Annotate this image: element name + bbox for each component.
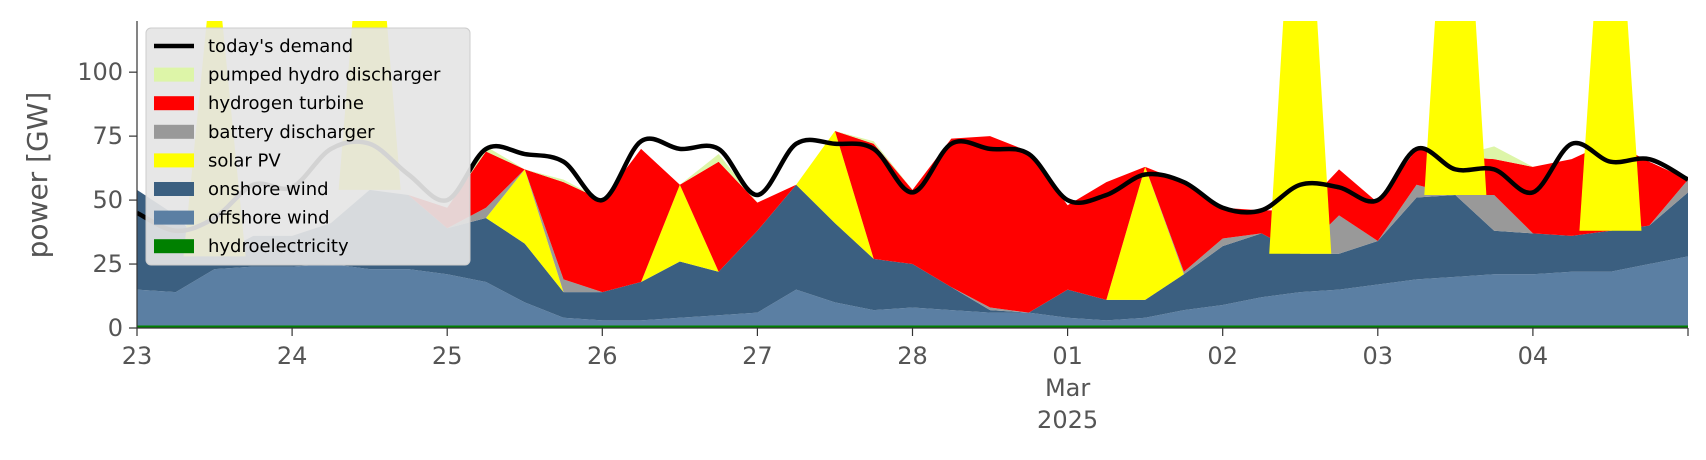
area-onshore-wind	[137, 184, 1688, 321]
legend-swatch-battery-discharger	[154, 124, 194, 139]
area-solar-pv	[137, 131, 1688, 313]
x-tick-label: 24	[277, 342, 308, 370]
solar-peak-2	[1269, 21, 1332, 254]
legend-label-offshore-wind: offshore wind	[208, 208, 330, 229]
x-tick-label: 03	[1363, 342, 1394, 370]
area-hydroelectricity	[137, 325, 1688, 328]
axes: 0 25 50 75 100 23 24 25 26 27 28 01 Mar 2025 02 03 04	[77, 21, 1689, 434]
y-tick-label: 50	[92, 186, 123, 214]
legend-label-hydroelectricity: hydroelectricity	[208, 236, 349, 257]
legend-swatch-hydroelectricity	[154, 239, 194, 254]
legend-swatch-hydrogen-turbine	[154, 96, 194, 111]
x-tick-label: 25	[432, 342, 463, 370]
legend-swatch-onshore-wind	[154, 182, 194, 196]
x-tick-label: 27	[742, 342, 773, 370]
legend-swatch-pumped-hydro-discharger	[154, 67, 194, 82]
area-hydrogen-turbine	[137, 131, 1688, 313]
legend-label-today-s-demand: today's demand	[208, 36, 353, 57]
x-tick-label: 02	[1207, 342, 1238, 370]
solar-peak-4	[1579, 21, 1642, 231]
solar-peak-3	[1424, 21, 1487, 195]
x-tick-label: 23	[122, 342, 153, 370]
legend: today's demand pumped hydro discharger hyd…	[145, 27, 471, 266]
y-tick-label: 0	[108, 314, 123, 342]
legend-label-pumped-hydro-discharger: pumped hydro discharger	[208, 65, 441, 86]
x-tick-sublabel: 2025	[1037, 406, 1098, 434]
area-offshore-wind	[137, 256, 1688, 326]
legend-label-solar-pv: solar PV	[208, 150, 281, 171]
legend-swatch-offshore-wind	[154, 210, 194, 225]
y-tick-label: 75	[92, 122, 123, 150]
legend-label-battery-discharger: battery discharger	[208, 122, 375, 143]
legend-box	[145, 27, 471, 266]
x-tick-label: 28	[897, 342, 928, 370]
y-axis-title: power [GW]	[21, 92, 54, 259]
x-tick-label: 01	[1052, 342, 1083, 370]
legend-swatch-solar-pv	[154, 153, 194, 168]
legend-label-onshore-wind: onshore wind	[208, 179, 329, 200]
legend-label-hydrogen-turbine: hydrogen turbine	[208, 93, 364, 114]
y-tick-label: 25	[92, 250, 123, 278]
x-tick-label: 04	[1518, 342, 1549, 370]
x-tick-label: 26	[587, 342, 618, 370]
x-tick-sublabel: Mar	[1045, 374, 1090, 402]
y-tick-label: 100	[77, 58, 123, 86]
